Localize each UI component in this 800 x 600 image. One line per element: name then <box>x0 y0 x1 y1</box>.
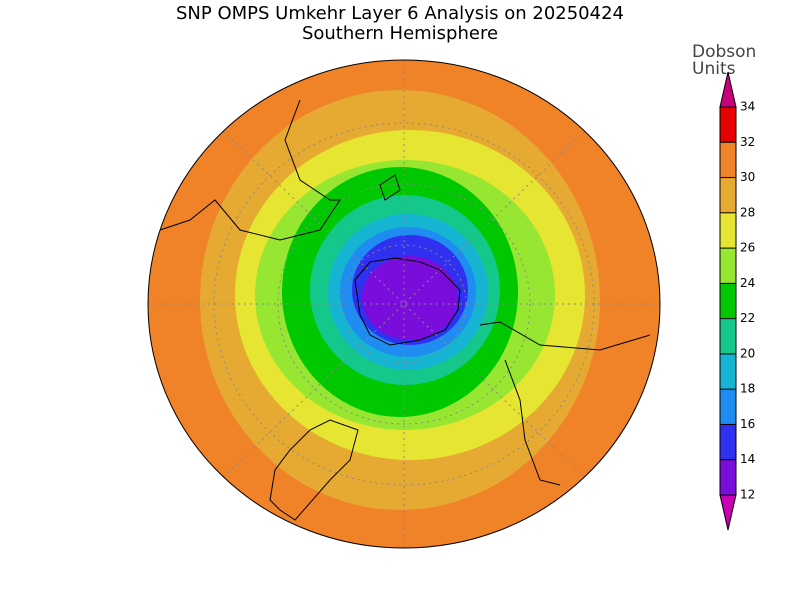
colorbar-tick-label: 26 <box>740 241 755 255</box>
colorbar-title: Units <box>692 59 736 79</box>
colorbar-tick-label: 28 <box>740 205 755 219</box>
colorbar-band <box>720 424 736 460</box>
colorbar-band <box>720 248 736 284</box>
colorbar-band <box>720 142 736 178</box>
colorbar-band <box>720 459 736 495</box>
colorbar-tick-label: 14 <box>740 452 755 466</box>
colorbar-band <box>720 353 736 390</box>
colorbar-band <box>720 177 736 213</box>
map-subtitle: Southern Hemisphere <box>302 23 498 44</box>
map-border <box>147 59 661 549</box>
colorbar-band <box>720 283 736 319</box>
colorbar-band <box>720 318 736 354</box>
colorbar-tick-label: 24 <box>740 276 755 290</box>
colorbar-tick-label: 32 <box>740 135 755 149</box>
coastlines <box>159 99 651 521</box>
colorbar-tick-label: 20 <box>740 346 755 360</box>
colorbar-tick-label: 22 <box>740 311 755 325</box>
colorbar-tick-label: 12 <box>740 488 755 502</box>
colorbar-band <box>720 212 736 249</box>
colorbar-under <box>719 494 737 531</box>
colorbar-band <box>720 107 736 143</box>
colorbar-tick-label: 34 <box>740 100 755 114</box>
colorbar-title: Dobson <box>692 42 756 62</box>
graticule <box>148 60 660 548</box>
colorbar-tick-label: 30 <box>740 170 755 184</box>
colorbar: 12 14 16 18 20 22 24 26 28 30 32 34 <box>719 71 755 531</box>
map-title: SNP OMPS Umkehr Layer 6 Analysis on 2025… <box>176 3 624 24</box>
colorbar-tick-label: 16 <box>740 417 755 431</box>
colorbar-band <box>720 389 736 425</box>
colorbar-tick-label: 18 <box>740 382 755 396</box>
